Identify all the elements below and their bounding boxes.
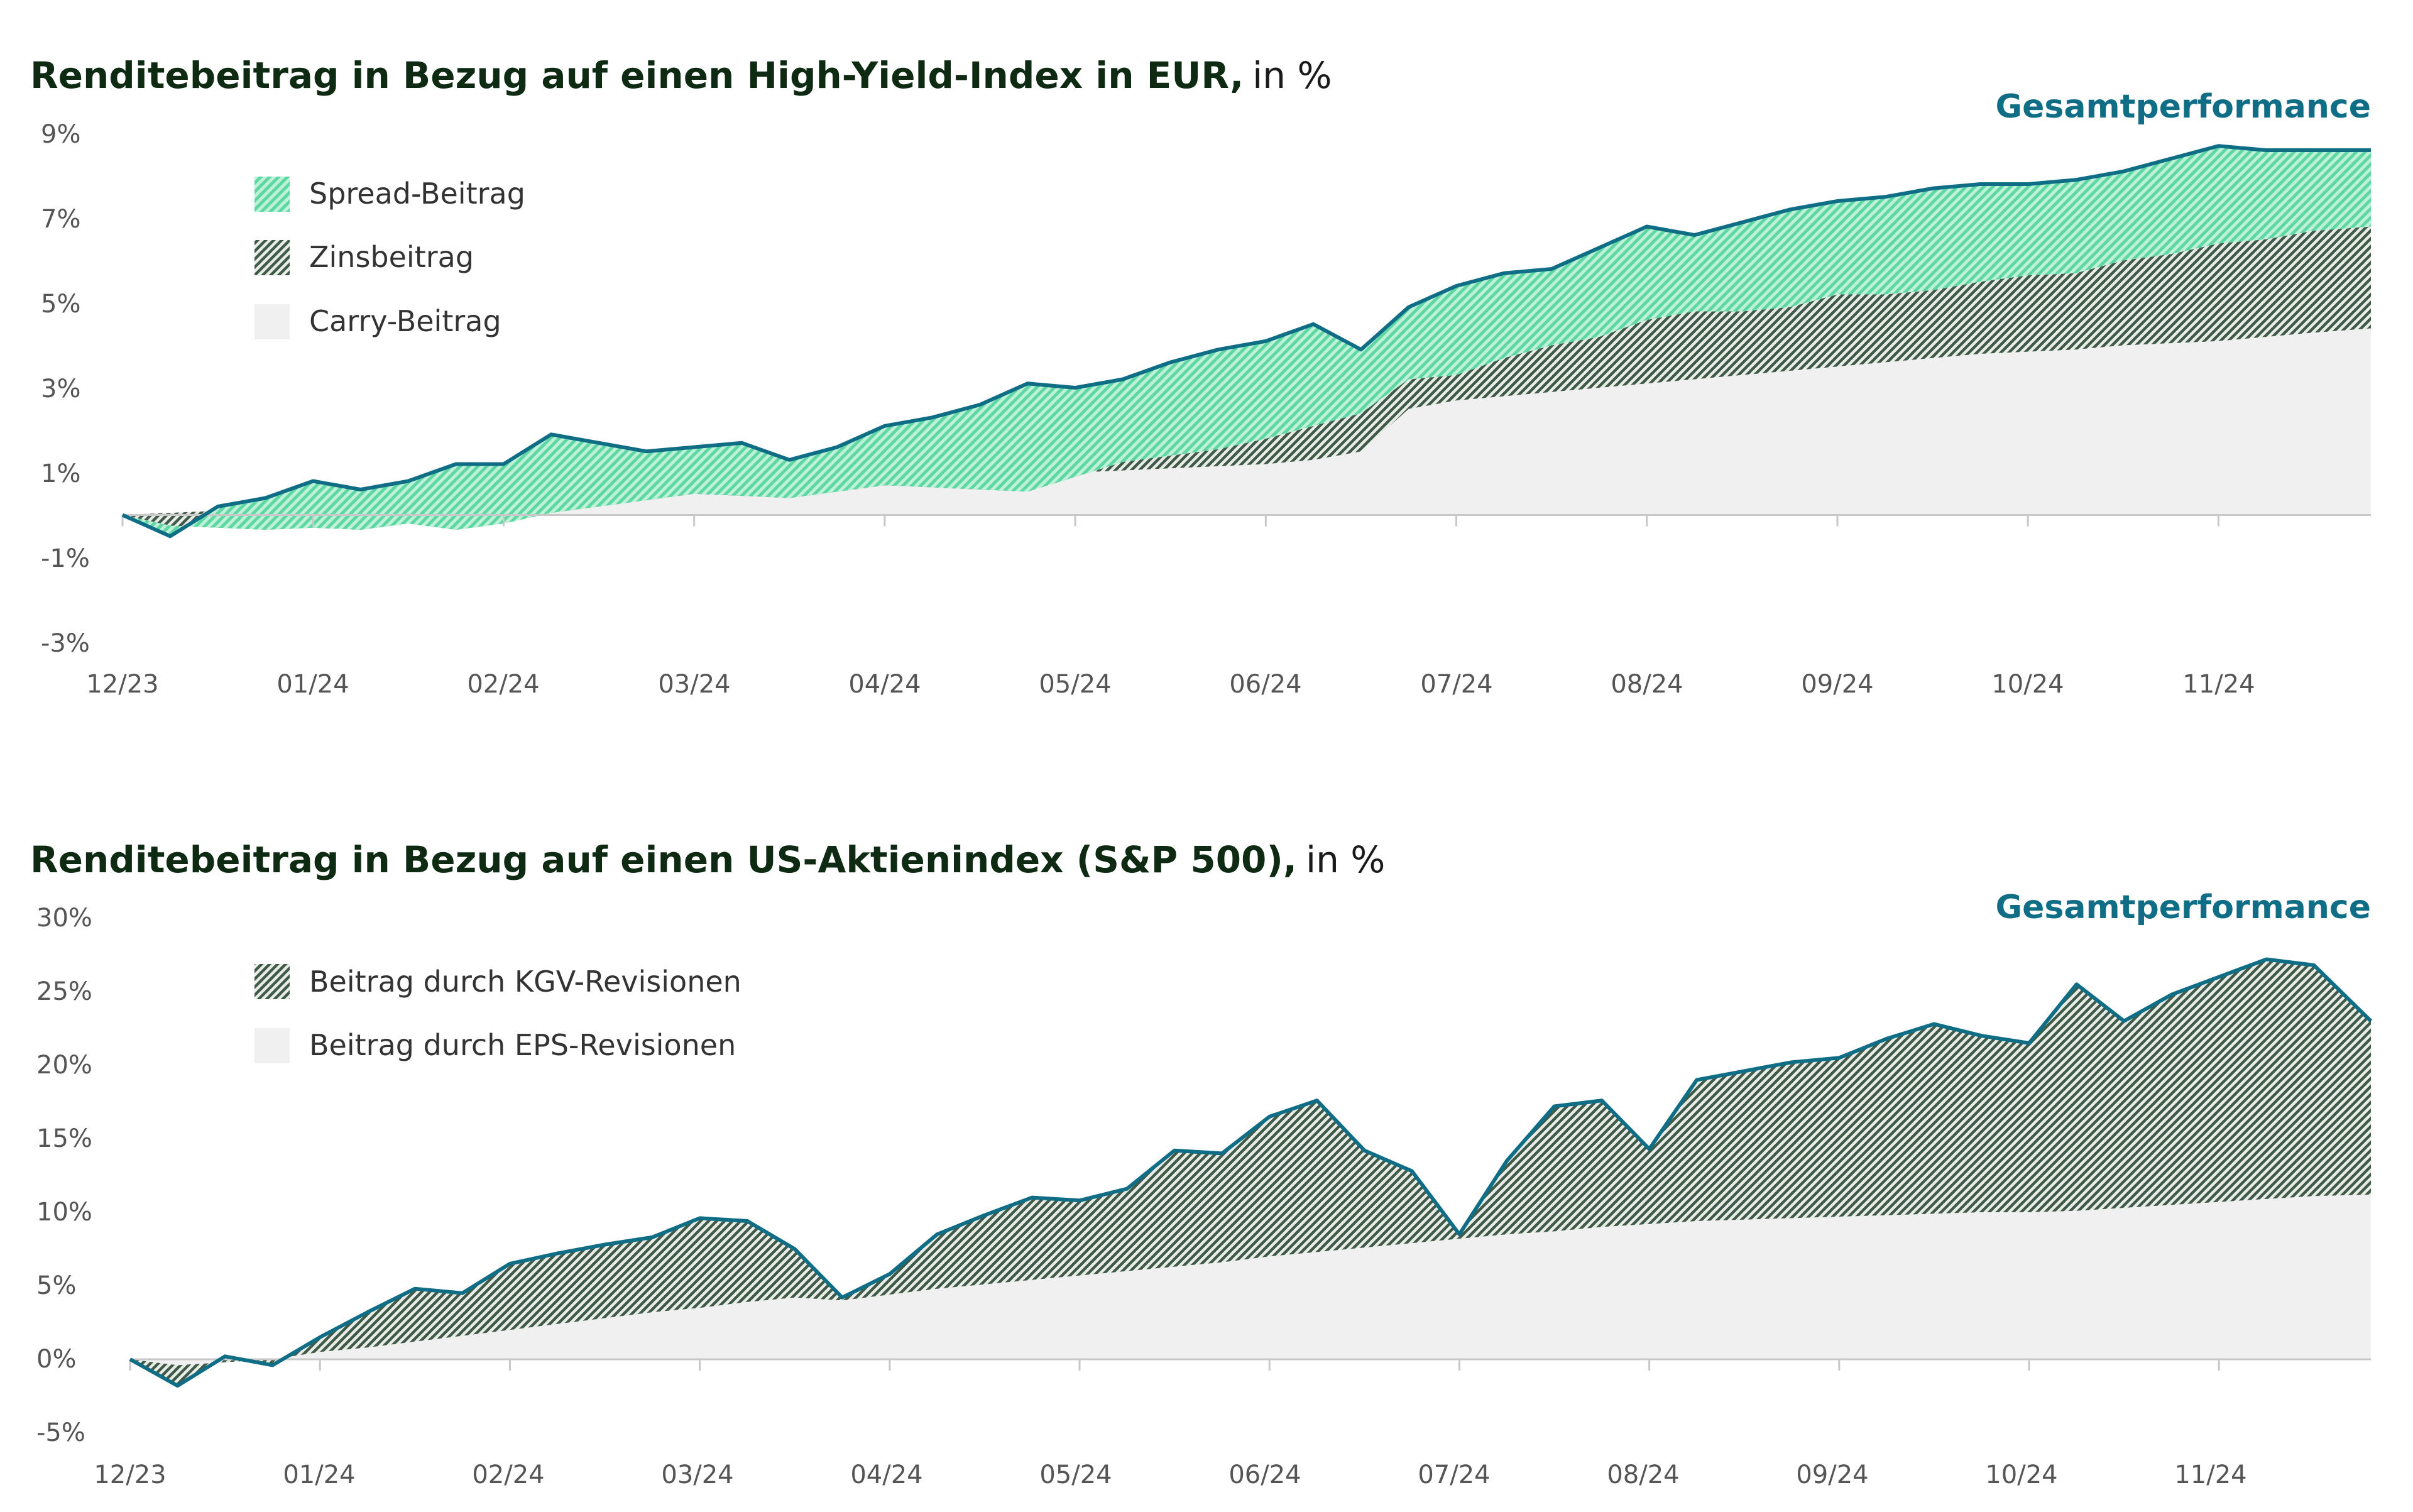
chart-2-eps-area <box>130 1194 2371 1366</box>
chart-2-y-tick-30: 30% <box>36 904 92 933</box>
legend-swatch-spread <box>254 177 290 212</box>
chart-1-y-tick-minus1: -1% <box>41 544 90 573</box>
chart-2-legend: Beitrag durch KGV-Revisionen Beitrag dur… <box>254 964 741 1063</box>
chart-1-y-tick-9: 9% <box>41 120 80 149</box>
chart-1-x-ticks <box>121 515 2219 527</box>
chart-2-y-axis: 30% 25% 20% 15% 10% 5% 0% -5% <box>36 904 92 1447</box>
legend-swatch-carry <box>254 304 290 339</box>
chart-1-title-unit: in % <box>1252 54 1332 97</box>
chart-1-y-tick-3: 3% <box>41 375 80 403</box>
chart-1-x-tick: 06/24 <box>1229 670 1301 699</box>
eps-band <box>130 1194 2371 1366</box>
chart-2-x-tick: 06/24 <box>1228 1460 1301 1489</box>
chart-2-title-unit: in % <box>1306 838 1385 881</box>
chart-1-y-tick-minus3: -3% <box>41 629 90 658</box>
legend-label-eps: Beitrag durch EPS-Revisionen <box>309 1028 736 1062</box>
chart-1-x-tick: 12/23 <box>86 670 158 699</box>
chart-2-y-tick-5: 5% <box>36 1271 76 1300</box>
chart-2-y-tick-25: 25% <box>36 977 92 1006</box>
gesamtperformance-line <box>121 144 2371 539</box>
chart-2-x-tick: 07/24 <box>1418 1460 1490 1489</box>
legend-label-zins: Zinsbeitrag <box>309 240 474 274</box>
chart-2-kgv-area <box>130 959 2371 1386</box>
chart-1-y-tick-5: 5% <box>41 290 80 319</box>
legend-swatch-zins <box>254 240 290 275</box>
chart-2-x-tick: 02/24 <box>472 1460 544 1489</box>
chart-2: Renditebeitrag in Bezug auf einen US-Akt… <box>30 838 2373 1489</box>
chart-1-x-tick: 10/24 <box>1991 670 2064 699</box>
chart-1-x-tick: 01/24 <box>276 670 349 699</box>
chart-2-x-axis: 12/23 01/24 02/24 03/24 04/24 05/24 06/2… <box>94 1460 2246 1489</box>
chart-1-spread-area <box>123 146 2371 537</box>
chart-1-x-tick: 09/24 <box>1801 670 1873 699</box>
chart-1-total-label: Gesamtperformance <box>1995 88 2371 126</box>
chart-2-title-text: Renditebeitrag in Bezug auf einen US-Akt… <box>30 838 1297 881</box>
chart-2-y-tick-minus5: -5% <box>36 1418 85 1447</box>
zins-band <box>123 226 2371 530</box>
chart-2-x-tick: 04/24 <box>850 1460 922 1489</box>
chart-1-y-tick-1: 1% <box>41 459 80 488</box>
chart-1-legend: Spread-Beitrag Zinsbeitrag Carry-Beitrag <box>254 177 525 339</box>
chart-2-x-tick: 01/24 <box>283 1460 355 1489</box>
chart-1-x-axis: 12/23 01/24 02/24 03/24 04/24 05/24 06/2… <box>86 670 2255 699</box>
chart-1-y-axis: 9% 7% 5% 3% 1% -1% -3% <box>41 120 90 658</box>
chart-1-x-tick: 07/24 <box>1420 670 1492 699</box>
chart-2-total-label: Gesamtperformance <box>1995 889 2371 926</box>
chart-2-x-tick: 11/24 <box>2174 1460 2246 1489</box>
chart-1-zins-area <box>123 226 2371 530</box>
chart-1-x-tick: 04/24 <box>848 670 921 699</box>
chart-1: Renditebeitrag in Bezug auf einen High-Y… <box>30 54 2371 699</box>
chart-1-x-tick: 08/24 <box>1611 670 1683 699</box>
legend-swatch-kgv <box>254 964 290 999</box>
chart-1-x-tick: 03/24 <box>658 670 730 699</box>
chart-2-y-tick-0: 0% <box>36 1345 76 1374</box>
chart-2-x-tick: 09/24 <box>1796 1460 1868 1489</box>
chart-2-title: Renditebeitrag in Bezug auf einen US-Akt… <box>30 838 1385 881</box>
chart-2-y-tick-20: 20% <box>36 1051 92 1080</box>
chart-2-x-ticks <box>129 1359 2220 1371</box>
chart-1-x-tick: 11/24 <box>2182 670 2255 699</box>
gesamtperformance-line <box>129 957 2373 1388</box>
chart-1-total-line <box>121 144 2371 539</box>
chart-2-y-tick-15: 15% <box>36 1124 92 1153</box>
legend-label-kgv: Beitrag durch KGV-Revisionen <box>309 965 741 999</box>
spread-band <box>123 146 2371 537</box>
legend-label-spread: Spread-Beitrag <box>309 177 525 211</box>
chart-2-x-tick: 05/24 <box>1039 1460 1112 1489</box>
chart-1-y-tick-7: 7% <box>41 205 80 234</box>
legend-swatch-eps <box>254 1028 290 1063</box>
chart-2-total-line <box>129 957 2373 1388</box>
kgv-band <box>130 959 2371 1386</box>
chart-2-x-tick: 08/24 <box>1607 1460 1679 1489</box>
carry-band <box>123 328 2371 515</box>
chart-1-x-tick: 02/24 <box>467 670 539 699</box>
chart-1-x-tick: 05/24 <box>1039 670 1111 699</box>
chart-2-x-tick: 12/23 <box>94 1460 166 1489</box>
chart-1-title-text: Renditebeitrag in Bezug auf einen High-Y… <box>30 54 1244 97</box>
chart-2-y-tick-10: 10% <box>36 1198 92 1227</box>
chart-2-x-tick: 10/24 <box>1985 1460 2057 1489</box>
legend-label-carry: Carry-Beitrag <box>309 304 501 338</box>
chart-1-carry-area <box>123 328 2371 515</box>
chart-1-title: Renditebeitrag in Bezug auf einen High-Y… <box>30 54 1332 97</box>
chart-2-x-tick: 03/24 <box>661 1460 733 1489</box>
